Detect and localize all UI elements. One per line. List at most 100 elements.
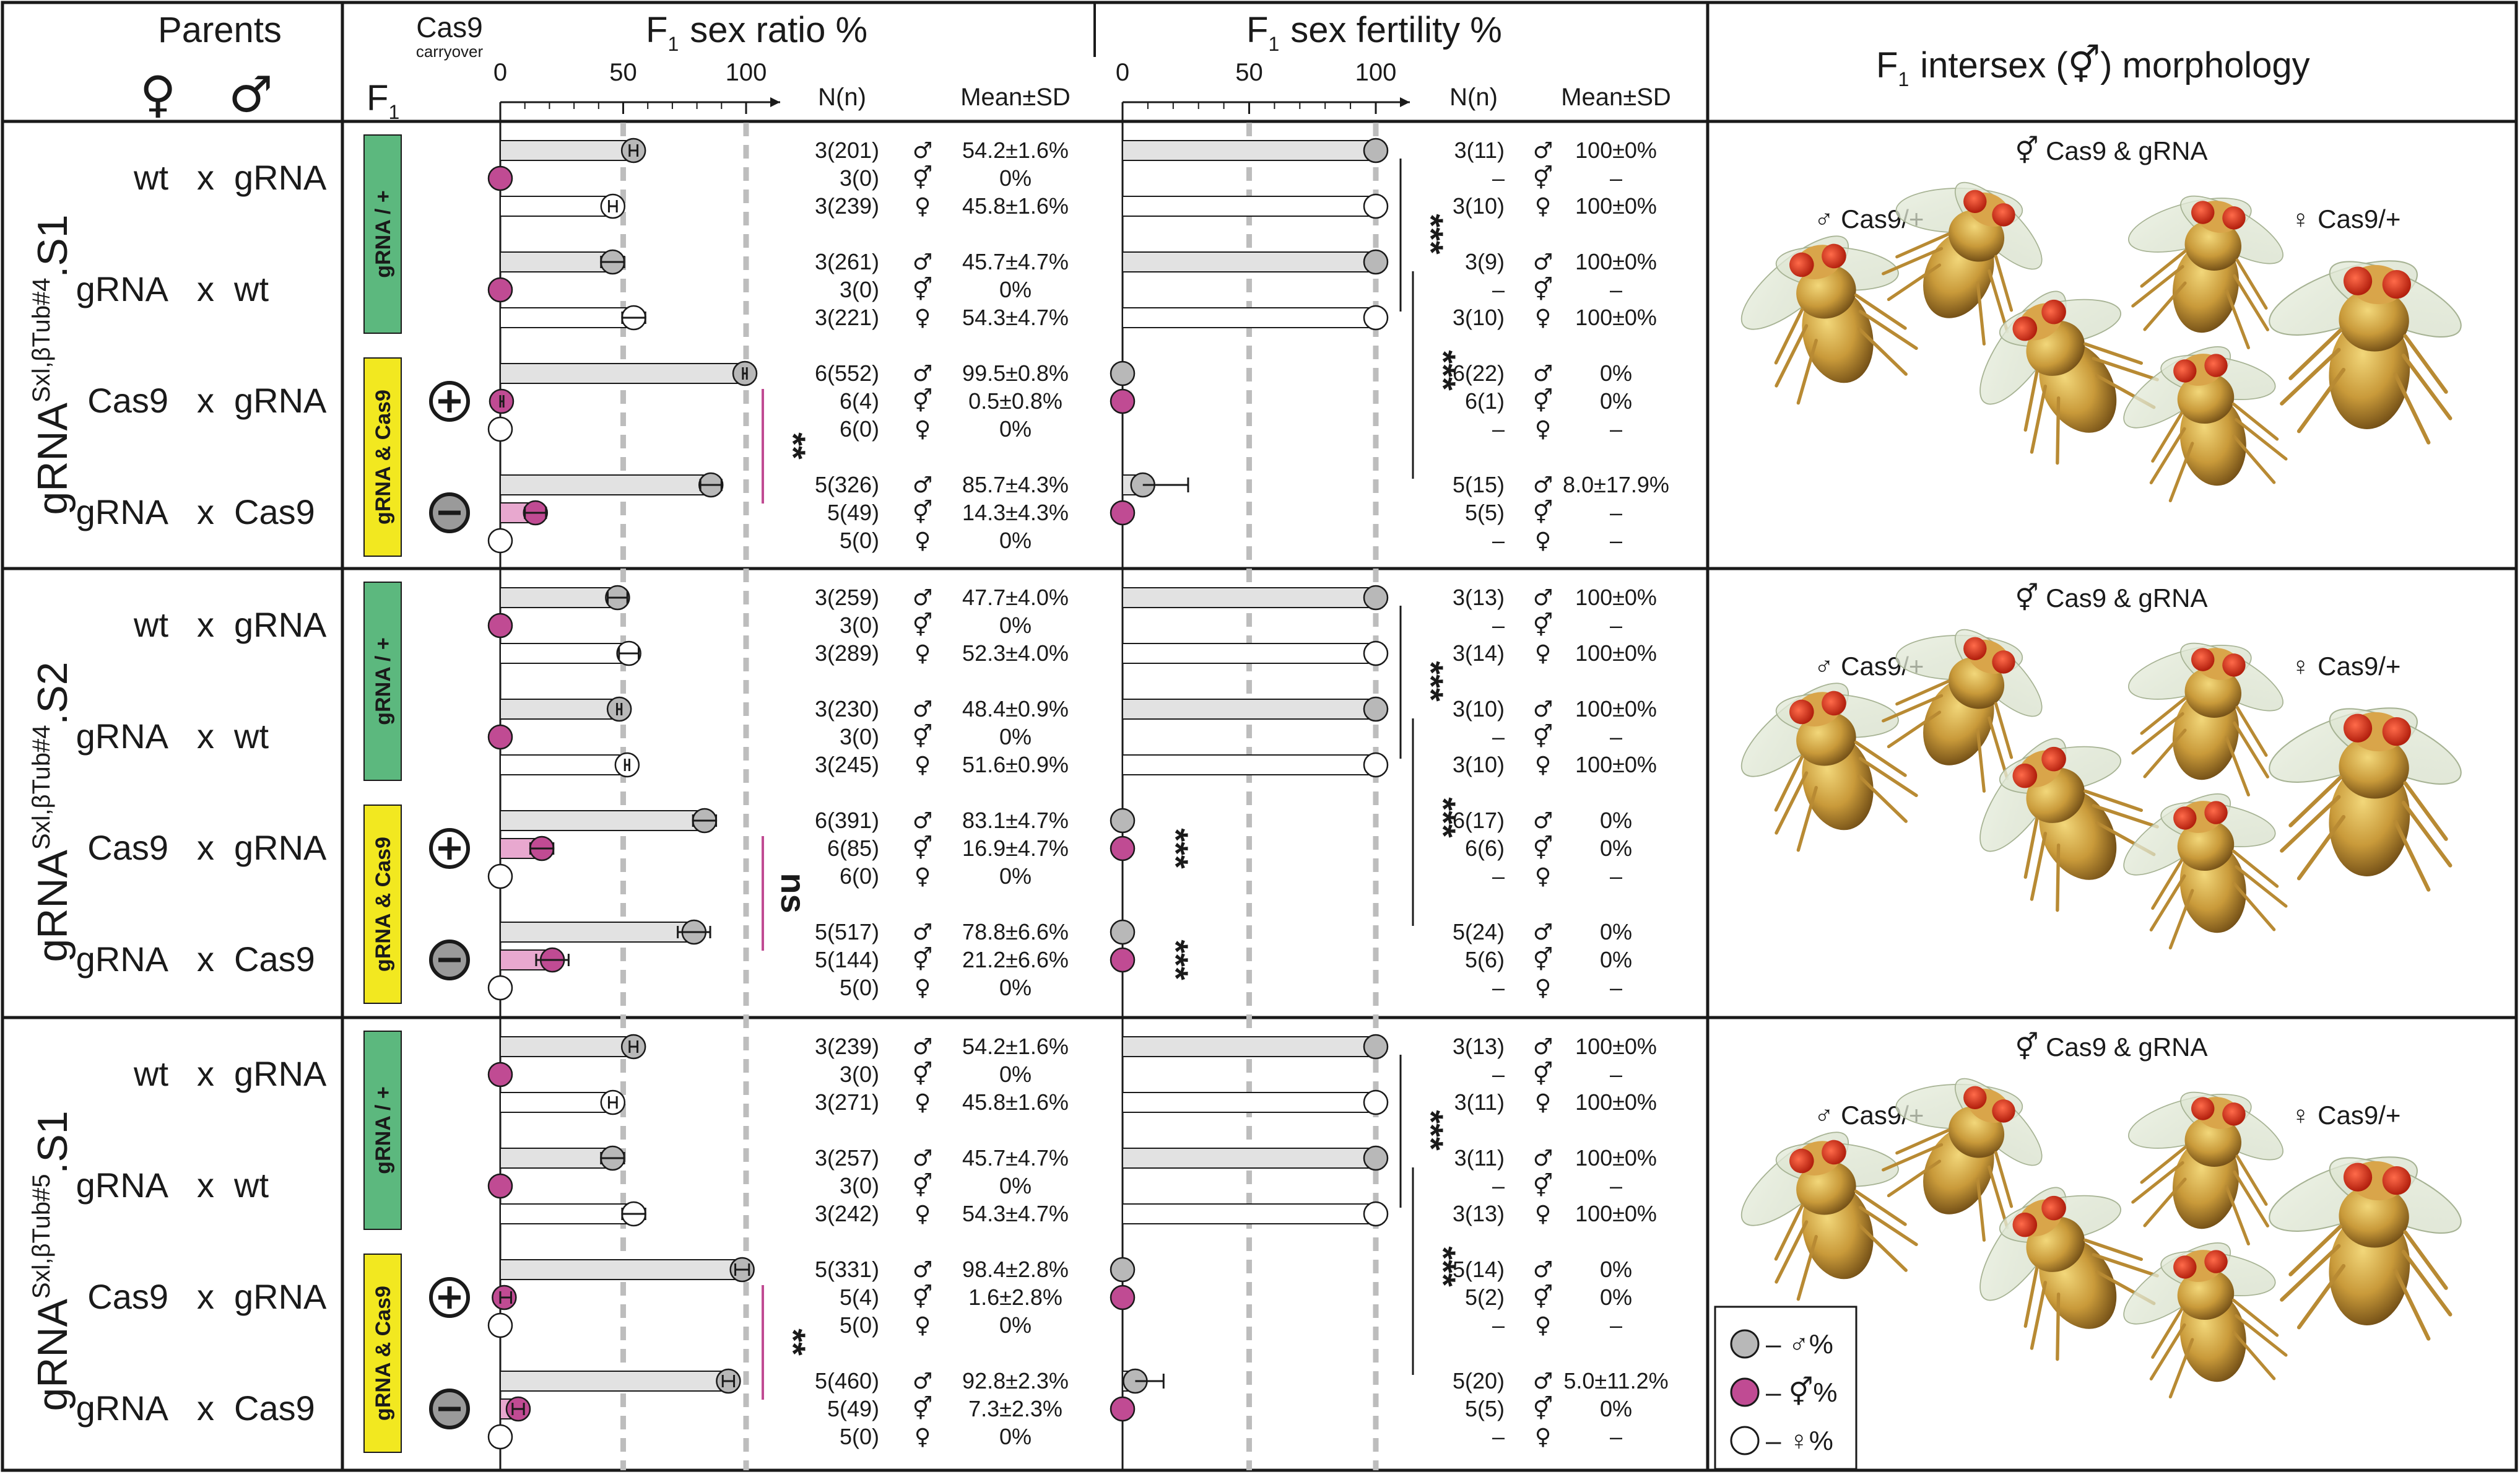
fert-mean-value: 0% [1600, 1257, 1632, 1282]
fert-n-value: 5(5) [1465, 500, 1505, 525]
fly-leg [1857, 774, 1908, 823]
fly-eye [2173, 359, 2197, 383]
ratio-sig-label: ** [774, 432, 813, 460]
ratio-sex-symbol: ⚥ [913, 1284, 933, 1310]
ratio-bar-male [500, 699, 620, 720]
ratio-sex-symbol: ♀ [915, 641, 931, 666]
ratio-n-value: 3(239) [815, 1034, 879, 1059]
ratio-bar-female [500, 1203, 635, 1224]
f1-genotype-label: gRNA & Cas9 [371, 1286, 395, 1421]
ratio-mean-value: 0% [999, 528, 1032, 553]
fert-mean-col-title: Mean±SD [1561, 84, 1671, 111]
ratio-point-intersex [487, 1173, 513, 1199]
cross-female-parent: Cas9 [87, 1277, 168, 1316]
fert-n-value: – [1492, 975, 1505, 1000]
fert-mean-value: 100±0% [1575, 585, 1657, 610]
cross-male-parent: gRNA [234, 158, 327, 197]
fly-eye [2222, 206, 2246, 230]
fly-leg [2232, 1330, 2276, 1380]
fly-photo-2 [1882, 629, 2043, 793]
fly-photo-6 [2269, 707, 2462, 892]
fly-leg [2030, 1281, 2048, 1350]
ratio-sex-symbol: ♂ [913, 585, 932, 611]
ratio-bar-male [500, 1036, 635, 1057]
fly-photo-1 [1740, 235, 1918, 405]
ratio-n-value: 3(0) [840, 1173, 879, 1198]
ratio-n-value: 6(0) [840, 863, 879, 889]
fert-point-male [1363, 249, 1389, 275]
cross-x: x [197, 717, 214, 756]
fert-n-value: 3(10) [1453, 696, 1505, 722]
fly-eye [2222, 653, 2246, 677]
cross-male-parent: gRNA [234, 828, 327, 867]
cross-female-parent: wt [133, 158, 168, 197]
fly-leg [2131, 1161, 2184, 1204]
cross-x: x [197, 828, 214, 867]
fly-leg [2231, 1298, 2279, 1337]
legend-intersex-circle [1730, 1377, 1760, 1407]
ratio-sex-symbol: ⚥ [913, 1173, 933, 1199]
fertility-text: sex fertility % [1290, 10, 1502, 50]
cross-x: x [197, 1166, 214, 1205]
cross-female-parent: Cas9 [87, 828, 168, 867]
fert-bar-male [1122, 699, 1376, 720]
f1-genotype-label: gRNA & Cas9 [371, 837, 395, 972]
ratio-mean-value: 83.1±4.7% [962, 808, 1069, 833]
f1-genotype-box-transheterozygote [363, 357, 402, 557]
fly-eye [1992, 1099, 2015, 1123]
fly-thorax [2177, 373, 2235, 424]
fly-leg [2149, 1323, 2186, 1380]
fert-sex-symbol: ♂ [1533, 585, 1553, 611]
fly-leg [1887, 263, 1942, 302]
fly-leg [2288, 1224, 2343, 1276]
fert-mean-value: 0% [1600, 388, 1632, 414]
fert-n-value: – [1492, 1062, 1505, 1087]
cas9-col-title: Cas9 [416, 11, 482, 43]
fert-mean-value: – [1610, 863, 1622, 889]
ratio-mean-value: 21.2±6.6% [962, 947, 1069, 972]
ratio-mean-value: 7.3±2.3% [968, 1396, 1062, 1421]
fert-mean-value: 0% [1600, 1396, 1632, 1421]
fert-point-female [1363, 1089, 1389, 1115]
morph-f: F [1876, 45, 1898, 85]
fert-point-intersex [1110, 388, 1136, 414]
ratio-point-female [487, 528, 513, 554]
ratio-point-female [487, 863, 513, 889]
fly-leg [1994, 702, 2014, 759]
fert-mean-value: – [1610, 724, 1622, 749]
ratio-sex-symbol: ⚥ [913, 947, 933, 973]
ratio-sex-symbol: ♂ [913, 1034, 932, 1060]
fert-sex-symbol: ♂ [1533, 1146, 1553, 1171]
fert-point-male [1110, 1257, 1136, 1283]
fly-leg [2131, 712, 2184, 755]
fert-n-value: – [1492, 165, 1505, 191]
fert-n-value: 6(22) [1453, 360, 1505, 386]
fly-leg [1994, 1151, 2014, 1208]
group-title-main: gRNA [29, 1299, 76, 1411]
fert-mean-value: 100±0% [1575, 305, 1657, 330]
ratio-sig-label: ns [774, 873, 813, 913]
ratio-sex-symbol: ⚥ [913, 165, 933, 191]
fly-leg [2393, 819, 2431, 892]
fly-leg [1895, 232, 1950, 259]
ratio-n-col-title: N(n) [818, 84, 866, 111]
fert-sex-symbol: ⚥ [1533, 1173, 1553, 1199]
fert-mean-value: – [1610, 1312, 1622, 1338]
fert-mean-value: – [1610, 165, 1622, 191]
fly-leg [2151, 1307, 2184, 1359]
fert-sex-symbol: ♂ [1533, 138, 1553, 164]
fert-sex-symbol: ⚥ [1533, 500, 1553, 526]
ratio-mean-value: 14.3±4.3% [962, 500, 1069, 525]
fly-leg [1858, 310, 1918, 351]
fly-eye [2204, 354, 2228, 377]
fly-photo-3 [1979, 1187, 2159, 1361]
cross-male-parent: Cas9 [234, 1389, 315, 1428]
photo-label-female: ♀ Cas9/+ [2291, 1101, 2401, 1130]
ratio-n-value: 3(0) [840, 1062, 879, 1087]
ratio-n-value: 5(4) [840, 1284, 879, 1310]
fert-n-value: – [1492, 1312, 1505, 1338]
fert-mean-value: – [1610, 1062, 1622, 1087]
ratio-n-value: 3(289) [815, 640, 879, 666]
ratio-n-value: 5(326) [815, 472, 879, 497]
fly-leg [1895, 679, 1950, 706]
